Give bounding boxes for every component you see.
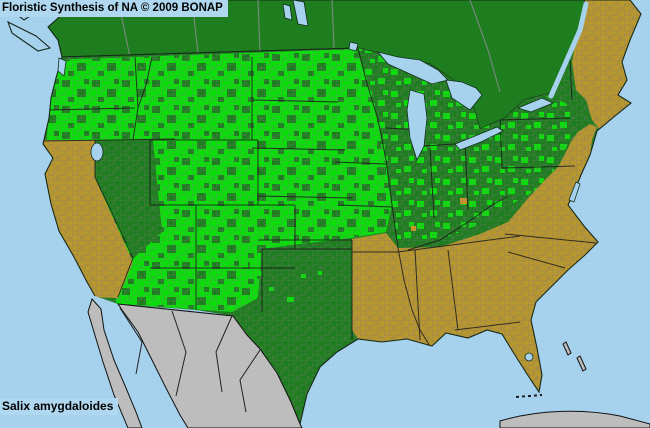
lake-winnipeg <box>292 0 309 27</box>
lake-manitoba <box>282 3 293 21</box>
lake-okeechobee <box>524 352 534 362</box>
lake-huron <box>445 79 483 111</box>
map-title: Floristic Synthesis of NA © 2009 BONAP <box>0 0 228 17</box>
out-of-area-land <box>87 298 650 428</box>
state-borders <box>43 56 597 341</box>
species-label: Salix amygdaloides <box>0 398 119 415</box>
lake-michigan <box>406 89 428 162</box>
baja-california <box>87 298 143 428</box>
chesapeake-bay <box>568 181 581 203</box>
mississippi-river-border <box>357 47 431 347</box>
florida-keys <box>515 394 543 398</box>
great-salt-lake <box>90 142 104 162</box>
usa-coastline <box>42 0 642 425</box>
st-lawrence-river <box>548 1 589 99</box>
cuba <box>499 410 650 428</box>
lake-ontario <box>516 97 555 113</box>
bahamas-island-2 <box>576 355 587 372</box>
province-borders <box>117 0 501 93</box>
lakes <box>57 0 589 362</box>
mexico-mainland <box>116 303 303 428</box>
lake-erie <box>454 126 504 151</box>
vancouver-island <box>7 20 52 52</box>
lake-of-the-woods <box>348 41 359 52</box>
mexico-state-borders <box>119 307 261 413</box>
puget-sound <box>57 57 67 77</box>
bahamas-island <box>562 341 572 356</box>
